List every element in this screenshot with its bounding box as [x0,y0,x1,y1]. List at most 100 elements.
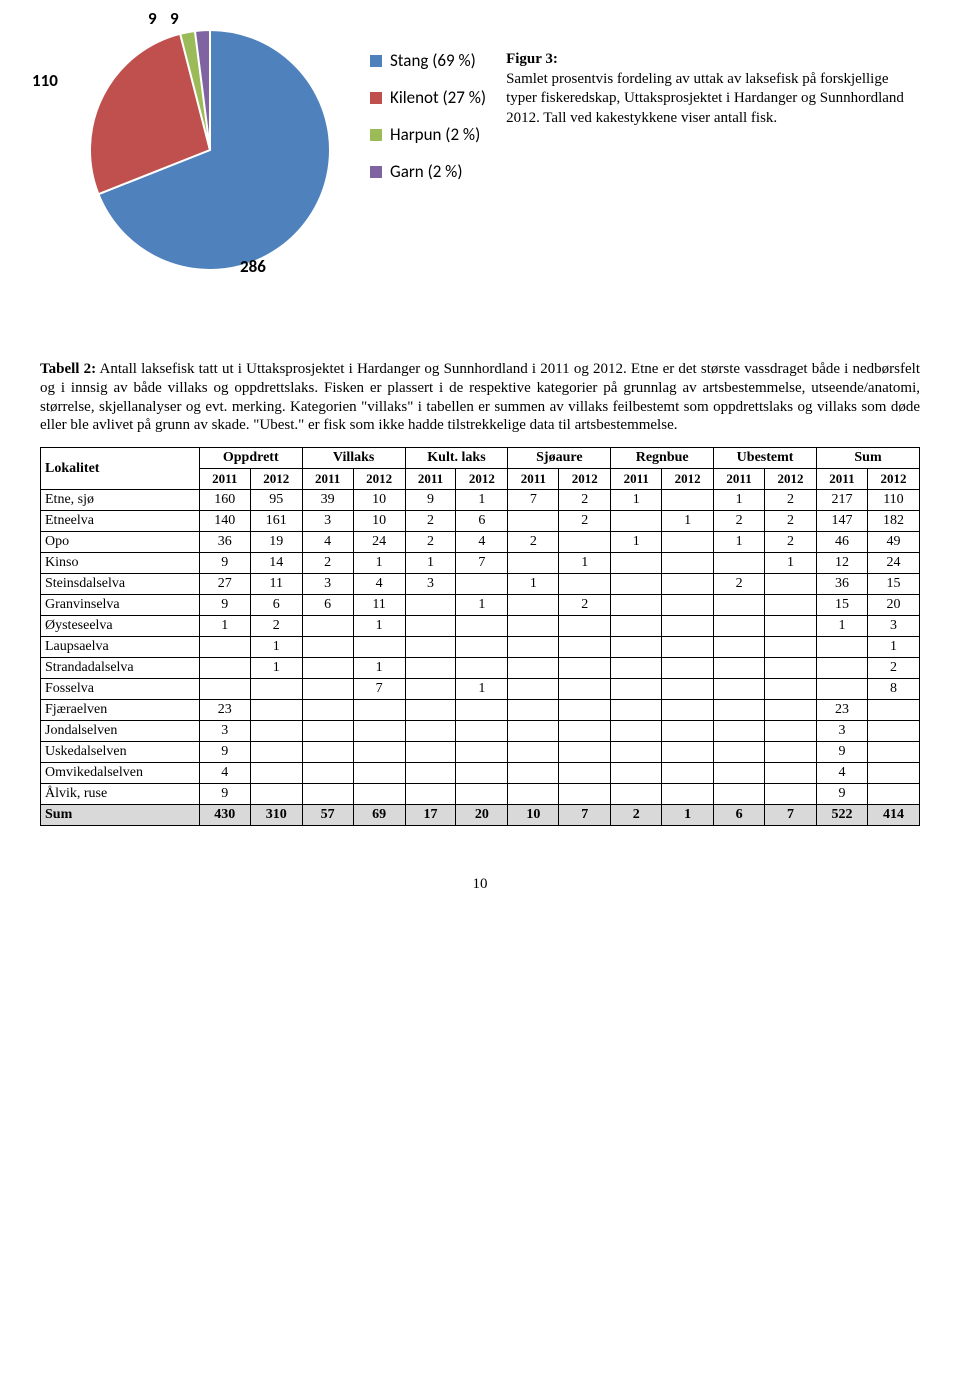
cell: 1 [714,532,765,553]
cell: 15 [816,595,867,616]
cell [508,742,559,763]
cell [508,784,559,805]
sum-cell: 6 [714,805,765,826]
col-group: Regnbue [611,448,714,469]
legend-label: Kilenot (27 %) [390,87,486,108]
cell [405,763,456,784]
cell [405,721,456,742]
figure-3-title: Figur 3: [506,51,558,67]
cell: 1 [508,574,559,595]
legend-label: Harpun (2 %) [390,124,480,145]
cell [662,574,714,595]
cell [405,637,456,658]
cell [765,637,817,658]
table-2-title: Tabell 2: [40,361,96,377]
cell [405,784,456,805]
cell [662,490,714,511]
cell [662,784,714,805]
col-group: Sum [816,448,919,469]
row-label: Fjæraelven [41,700,200,721]
cell: 24 [353,532,405,553]
cell: 14 [250,553,302,574]
cell [611,616,662,637]
cell [508,721,559,742]
col-group: Ubestemt [714,448,817,469]
cell: 23 [816,700,867,721]
page-number: 10 [40,876,920,893]
col-year: 2012 [867,469,919,490]
cell: 12 [816,553,867,574]
cell: 7 [508,490,559,511]
cell: 2 [405,532,456,553]
cell [353,700,405,721]
pie-value-9b: 9 [170,8,179,29]
cell [559,616,611,637]
cell [611,574,662,595]
cell [662,700,714,721]
cell [662,658,714,679]
cell [250,700,302,721]
row-label: Granvinselva [41,595,200,616]
cell [714,616,765,637]
cell: 6 [250,595,302,616]
cell: 1 [353,616,405,637]
cell: 1 [611,532,662,553]
cell: 9 [816,742,867,763]
table-row: Fjæraelven2323 [41,700,920,721]
cell [405,679,456,700]
cell [456,700,508,721]
table-row: Kinso9142117111224 [41,553,920,574]
cell [765,574,817,595]
col-year: 2011 [302,469,353,490]
cell: 4 [199,763,250,784]
cell: 2 [559,511,611,532]
cell: 2 [559,595,611,616]
cell [662,763,714,784]
cell [765,763,817,784]
cell: 1 [353,658,405,679]
figure-3-caption: Figur 3: Samlet prosentvis fordeling av … [506,50,920,128]
cell [765,616,817,637]
cell: 1 [456,679,508,700]
cell: 10 [353,490,405,511]
cell [611,553,662,574]
cell [456,721,508,742]
cell [714,553,765,574]
sum-cell: 522 [816,805,867,826]
cell [662,742,714,763]
cell: 1 [714,490,765,511]
cell [662,637,714,658]
cell [508,679,559,700]
cell [250,763,302,784]
cell: 4 [302,532,353,553]
cell [611,721,662,742]
cell [816,658,867,679]
col-year: 2012 [456,469,508,490]
cell: 182 [867,511,919,532]
col-group: Villaks [302,448,405,469]
cell [353,637,405,658]
cell [302,763,353,784]
cell: 1 [456,595,508,616]
sum-label: Sum [41,805,200,826]
sum-cell: 69 [353,805,405,826]
cell: 147 [816,511,867,532]
cell [508,637,559,658]
col-group: Sjøaure [508,448,611,469]
table-2: LokalitetOppdrettVillaksKult. laksSjøaur… [40,447,920,826]
cell: 24 [867,553,919,574]
cell: 1 [816,616,867,637]
cell: 27 [199,574,250,595]
row-label: Jondalselven [41,721,200,742]
sum-cell: 1 [662,805,714,826]
cell [508,595,559,616]
cell [559,700,611,721]
cell [508,616,559,637]
cell: 46 [816,532,867,553]
cell [302,679,353,700]
legend-label: Garn (2 %) [390,161,463,182]
cell: 11 [353,595,405,616]
cell: 2 [714,511,765,532]
cell [611,679,662,700]
row-label: Strandadalselva [41,658,200,679]
